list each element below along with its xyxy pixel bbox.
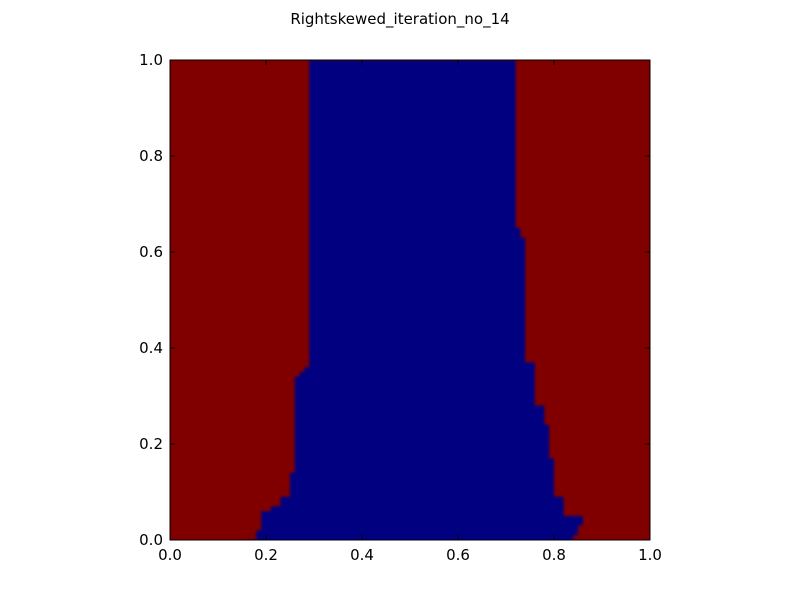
axes-frame xyxy=(169,59,651,541)
x-tick-label: 0.0 xyxy=(158,546,182,564)
y-tick-label: 1.0 xyxy=(139,51,163,69)
y-tick-label: 0.8 xyxy=(139,147,163,165)
y-tick-label: 0.4 xyxy=(139,339,163,357)
y-tick-label: 0.0 xyxy=(139,531,163,549)
y-tick-label: 0.6 xyxy=(139,243,163,261)
x-tick-label: 0.6 xyxy=(446,546,470,564)
x-tick-label: 0.8 xyxy=(542,546,566,564)
x-tick-label: 0.2 xyxy=(254,546,278,564)
chart-title: Rightskewed_iteration_no_14 xyxy=(290,10,510,28)
y-tick-label: 0.2 xyxy=(139,435,163,453)
x-tick-label: 0.4 xyxy=(350,546,374,564)
x-tick-label: 1.0 xyxy=(638,546,662,564)
region-inner xyxy=(246,60,583,540)
